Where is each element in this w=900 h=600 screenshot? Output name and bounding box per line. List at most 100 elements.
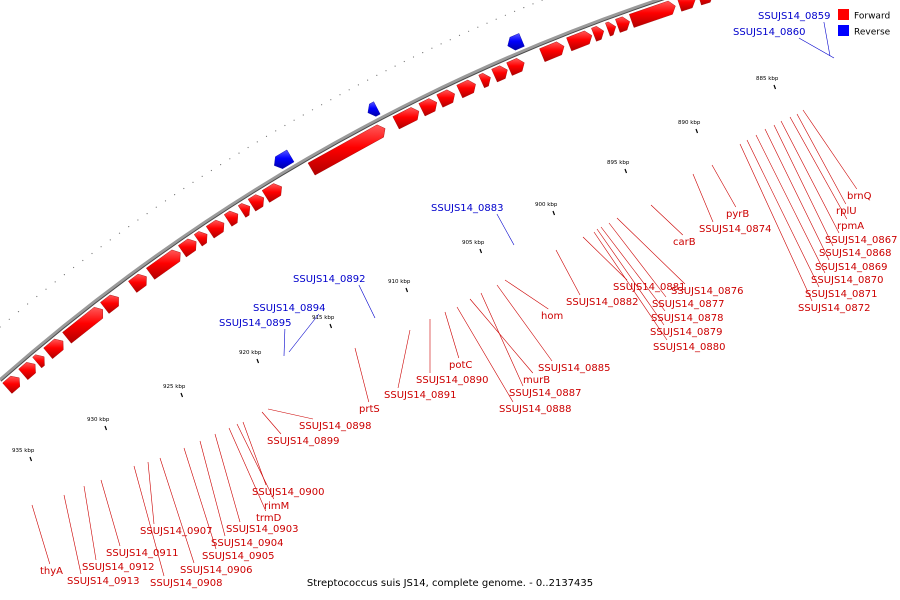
gene-label: SSUJS14_0860 bbox=[733, 27, 806, 38]
minor-tick bbox=[164, 200, 167, 202]
minor-tick bbox=[468, 30, 470, 32]
gene-label: rimM bbox=[264, 501, 289, 512]
minor-tick bbox=[431, 47, 433, 49]
gene-label: prtS bbox=[359, 404, 380, 415]
minor-tick bbox=[458, 34, 461, 37]
leader-line bbox=[31, 504, 51, 565]
forward-gene-arrow bbox=[178, 238, 197, 258]
minor-tick bbox=[504, 14, 506, 16]
gene-label: SSUJS14_0874 bbox=[699, 224, 772, 235]
legend-forward-swatch bbox=[838, 9, 849, 20]
gene-label: rpmA bbox=[837, 221, 864, 232]
gene-label: SSUJS14_0885 bbox=[538, 363, 611, 374]
leader-line bbox=[600, 226, 666, 312]
tick-label: 925 kbp bbox=[163, 384, 186, 390]
forward-gene-arrow bbox=[100, 294, 119, 314]
legend-forward-label: Forward bbox=[854, 12, 890, 22]
forward-gene-arrow bbox=[629, 0, 676, 28]
tick-label: 920 kbp bbox=[239, 350, 262, 356]
forward-gene-arrow bbox=[605, 21, 617, 37]
forward-gene-arrow bbox=[392, 107, 420, 130]
leader-line bbox=[83, 485, 97, 561]
minor-tick bbox=[0, 326, 1, 328]
minor-tick bbox=[495, 18, 497, 20]
leader-line bbox=[283, 328, 286, 357]
leader-line bbox=[692, 173, 714, 223]
reverse-gene-arrow bbox=[367, 101, 381, 117]
minor-tick bbox=[385, 70, 387, 72]
gene-label: SSUJS14_0869 bbox=[815, 262, 888, 273]
minor-tick bbox=[275, 130, 277, 132]
minor-tick bbox=[284, 124, 286, 127]
minor-tick bbox=[330, 99, 332, 101]
leader-line bbox=[739, 143, 813, 302]
minor-tick bbox=[477, 26, 479, 28]
forward-gene-arrow bbox=[539, 41, 565, 62]
leader-line bbox=[183, 447, 217, 550]
forward-gene-arrow bbox=[566, 30, 593, 52]
gene-label: murB bbox=[523, 375, 550, 386]
minor-tick bbox=[440, 43, 442, 45]
leader-line bbox=[159, 457, 195, 564]
gene-label: SSUJS14_0898 bbox=[299, 421, 372, 432]
minor-tick bbox=[293, 119, 295, 121]
minor-tick bbox=[256, 141, 258, 143]
forward-gene-arrow bbox=[2, 375, 21, 394]
minor-tick bbox=[109, 239, 111, 241]
legend-reverse-swatch bbox=[838, 25, 849, 36]
gene-label: SSUJS14_0908 bbox=[150, 578, 223, 589]
minor-tick bbox=[210, 169, 212, 172]
leader-line bbox=[261, 411, 282, 435]
forward-gene-arrow bbox=[436, 89, 455, 108]
leader-line bbox=[796, 113, 847, 205]
leader-line bbox=[582, 236, 628, 281]
gene-label: thyA bbox=[40, 566, 63, 577]
forward-gene-arrow bbox=[456, 79, 476, 99]
gene-label: pyrB bbox=[726, 209, 749, 220]
minor-tick bbox=[403, 60, 405, 63]
tick-mark bbox=[29, 456, 33, 462]
minor-tick bbox=[514, 10, 516, 12]
forward-gene-arrow bbox=[699, 0, 712, 6]
forward-gene-arrow bbox=[506, 58, 525, 76]
tick-label: 910 kbp bbox=[388, 279, 411, 285]
leader-line bbox=[764, 128, 830, 261]
gene-label: SSUJS14_0912 bbox=[82, 562, 155, 573]
forward-gene-arrow bbox=[128, 273, 147, 293]
leader-line bbox=[354, 347, 370, 403]
minor-tick bbox=[523, 7, 525, 9]
forward-gene-arrow bbox=[237, 203, 251, 218]
leader-line bbox=[288, 313, 320, 353]
gene-label: SSUJS14_0903 bbox=[226, 524, 299, 535]
gene-label: SSUJS14_0887 bbox=[509, 388, 582, 399]
minor-tick bbox=[54, 281, 56, 283]
minor-tick bbox=[339, 94, 341, 96]
minor-tick bbox=[302, 114, 304, 116]
tick-mark bbox=[773, 84, 777, 90]
minor-tick bbox=[45, 288, 47, 290]
tick-label: 930 kbp bbox=[87, 417, 110, 423]
gene-label: SSUJS14_0900 bbox=[252, 487, 325, 498]
gene-label: trmD bbox=[256, 513, 282, 524]
forward-gene-arrow bbox=[146, 249, 181, 280]
leader-line bbox=[397, 329, 411, 389]
legend: Forward Reverse bbox=[838, 9, 891, 38]
leader-line bbox=[456, 306, 514, 403]
leader-line bbox=[711, 164, 737, 208]
leader-line bbox=[480, 292, 524, 387]
gene-label: SSUJS14_0913 bbox=[67, 576, 140, 587]
label-leaders bbox=[31, 21, 858, 577]
genome-backbone bbox=[0, 0, 666, 382]
gene-label: carB bbox=[673, 237, 696, 248]
tick-mark bbox=[256, 358, 260, 364]
forward-gene-arrow bbox=[43, 338, 64, 359]
gene-label: SSUJS14_0871 bbox=[805, 289, 878, 300]
gene-label: SSUJS14_0878 bbox=[651, 313, 724, 324]
minor-tick bbox=[229, 158, 231, 160]
minor-tick bbox=[63, 274, 65, 276]
minor-tick bbox=[357, 84, 359, 86]
minor-tick bbox=[394, 65, 396, 67]
minor-tick bbox=[220, 164, 222, 166]
forward-gene-arrow bbox=[193, 231, 208, 247]
